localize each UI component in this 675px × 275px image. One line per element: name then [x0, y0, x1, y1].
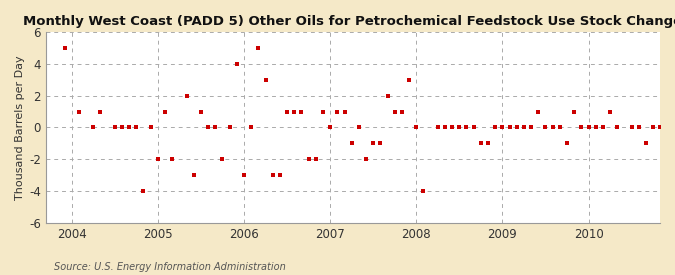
Point [210, 125, 221, 130]
Point [418, 189, 429, 193]
Point [597, 125, 608, 130]
Point [389, 109, 400, 114]
Point [246, 125, 256, 130]
Point [124, 125, 134, 130]
Point [109, 125, 120, 130]
Point [490, 125, 501, 130]
Y-axis label: Thousand Barrels per Day: Thousand Barrels per Day [15, 55, 25, 200]
Point [655, 125, 666, 130]
Point [562, 141, 572, 145]
Point [310, 157, 321, 161]
Point [296, 109, 307, 114]
Point [325, 125, 335, 130]
Point [475, 141, 486, 145]
Text: Source: U.S. Energy Information Administration: Source: U.S. Energy Information Administ… [54, 262, 286, 271]
Point [590, 125, 601, 130]
Point [612, 125, 622, 130]
Point [447, 125, 458, 130]
Point [504, 125, 515, 130]
Point [633, 125, 644, 130]
Point [260, 78, 271, 82]
Point [131, 125, 142, 130]
Point [569, 109, 580, 114]
Point [533, 109, 543, 114]
Point [332, 109, 343, 114]
Point [662, 141, 673, 145]
Point [167, 157, 178, 161]
Point [238, 173, 249, 177]
Point [281, 109, 292, 114]
Point [411, 125, 422, 130]
Point [468, 125, 479, 130]
Point [253, 46, 264, 50]
Point [605, 109, 616, 114]
Point [648, 125, 659, 130]
Point [145, 125, 156, 130]
Point [375, 141, 385, 145]
Point [138, 189, 149, 193]
Point [181, 94, 192, 98]
Point [88, 125, 99, 130]
Point [217, 157, 228, 161]
Point [396, 109, 407, 114]
Point [95, 109, 106, 114]
Point [518, 125, 529, 130]
Point [303, 157, 314, 161]
Point [626, 125, 637, 130]
Point [404, 78, 414, 82]
Point [526, 125, 537, 130]
Point [289, 109, 300, 114]
Point [317, 109, 328, 114]
Point [360, 157, 371, 161]
Point [547, 125, 558, 130]
Point [576, 125, 587, 130]
Point [382, 94, 393, 98]
Point [354, 125, 364, 130]
Point [346, 141, 357, 145]
Point [117, 125, 128, 130]
Point [267, 173, 278, 177]
Point [554, 125, 565, 130]
Point [188, 173, 199, 177]
Point [275, 173, 286, 177]
Point [74, 109, 84, 114]
Point [540, 125, 551, 130]
Point [439, 125, 450, 130]
Point [641, 141, 651, 145]
Point [153, 157, 163, 161]
Point [368, 141, 379, 145]
Title: Monthly West Coast (PADD 5) Other Oils for Petrochemical Feedstock Use Stock Cha: Monthly West Coast (PADD 5) Other Oils f… [24, 15, 675, 28]
Point [339, 109, 350, 114]
Point [196, 109, 207, 114]
Point [512, 125, 522, 130]
Point [159, 109, 170, 114]
Point [59, 46, 70, 50]
Point [461, 125, 472, 130]
Point [583, 125, 594, 130]
Point [202, 125, 213, 130]
Point [497, 125, 508, 130]
Point [483, 141, 493, 145]
Point [454, 125, 464, 130]
Point [232, 62, 242, 66]
Point [433, 125, 443, 130]
Point [224, 125, 235, 130]
